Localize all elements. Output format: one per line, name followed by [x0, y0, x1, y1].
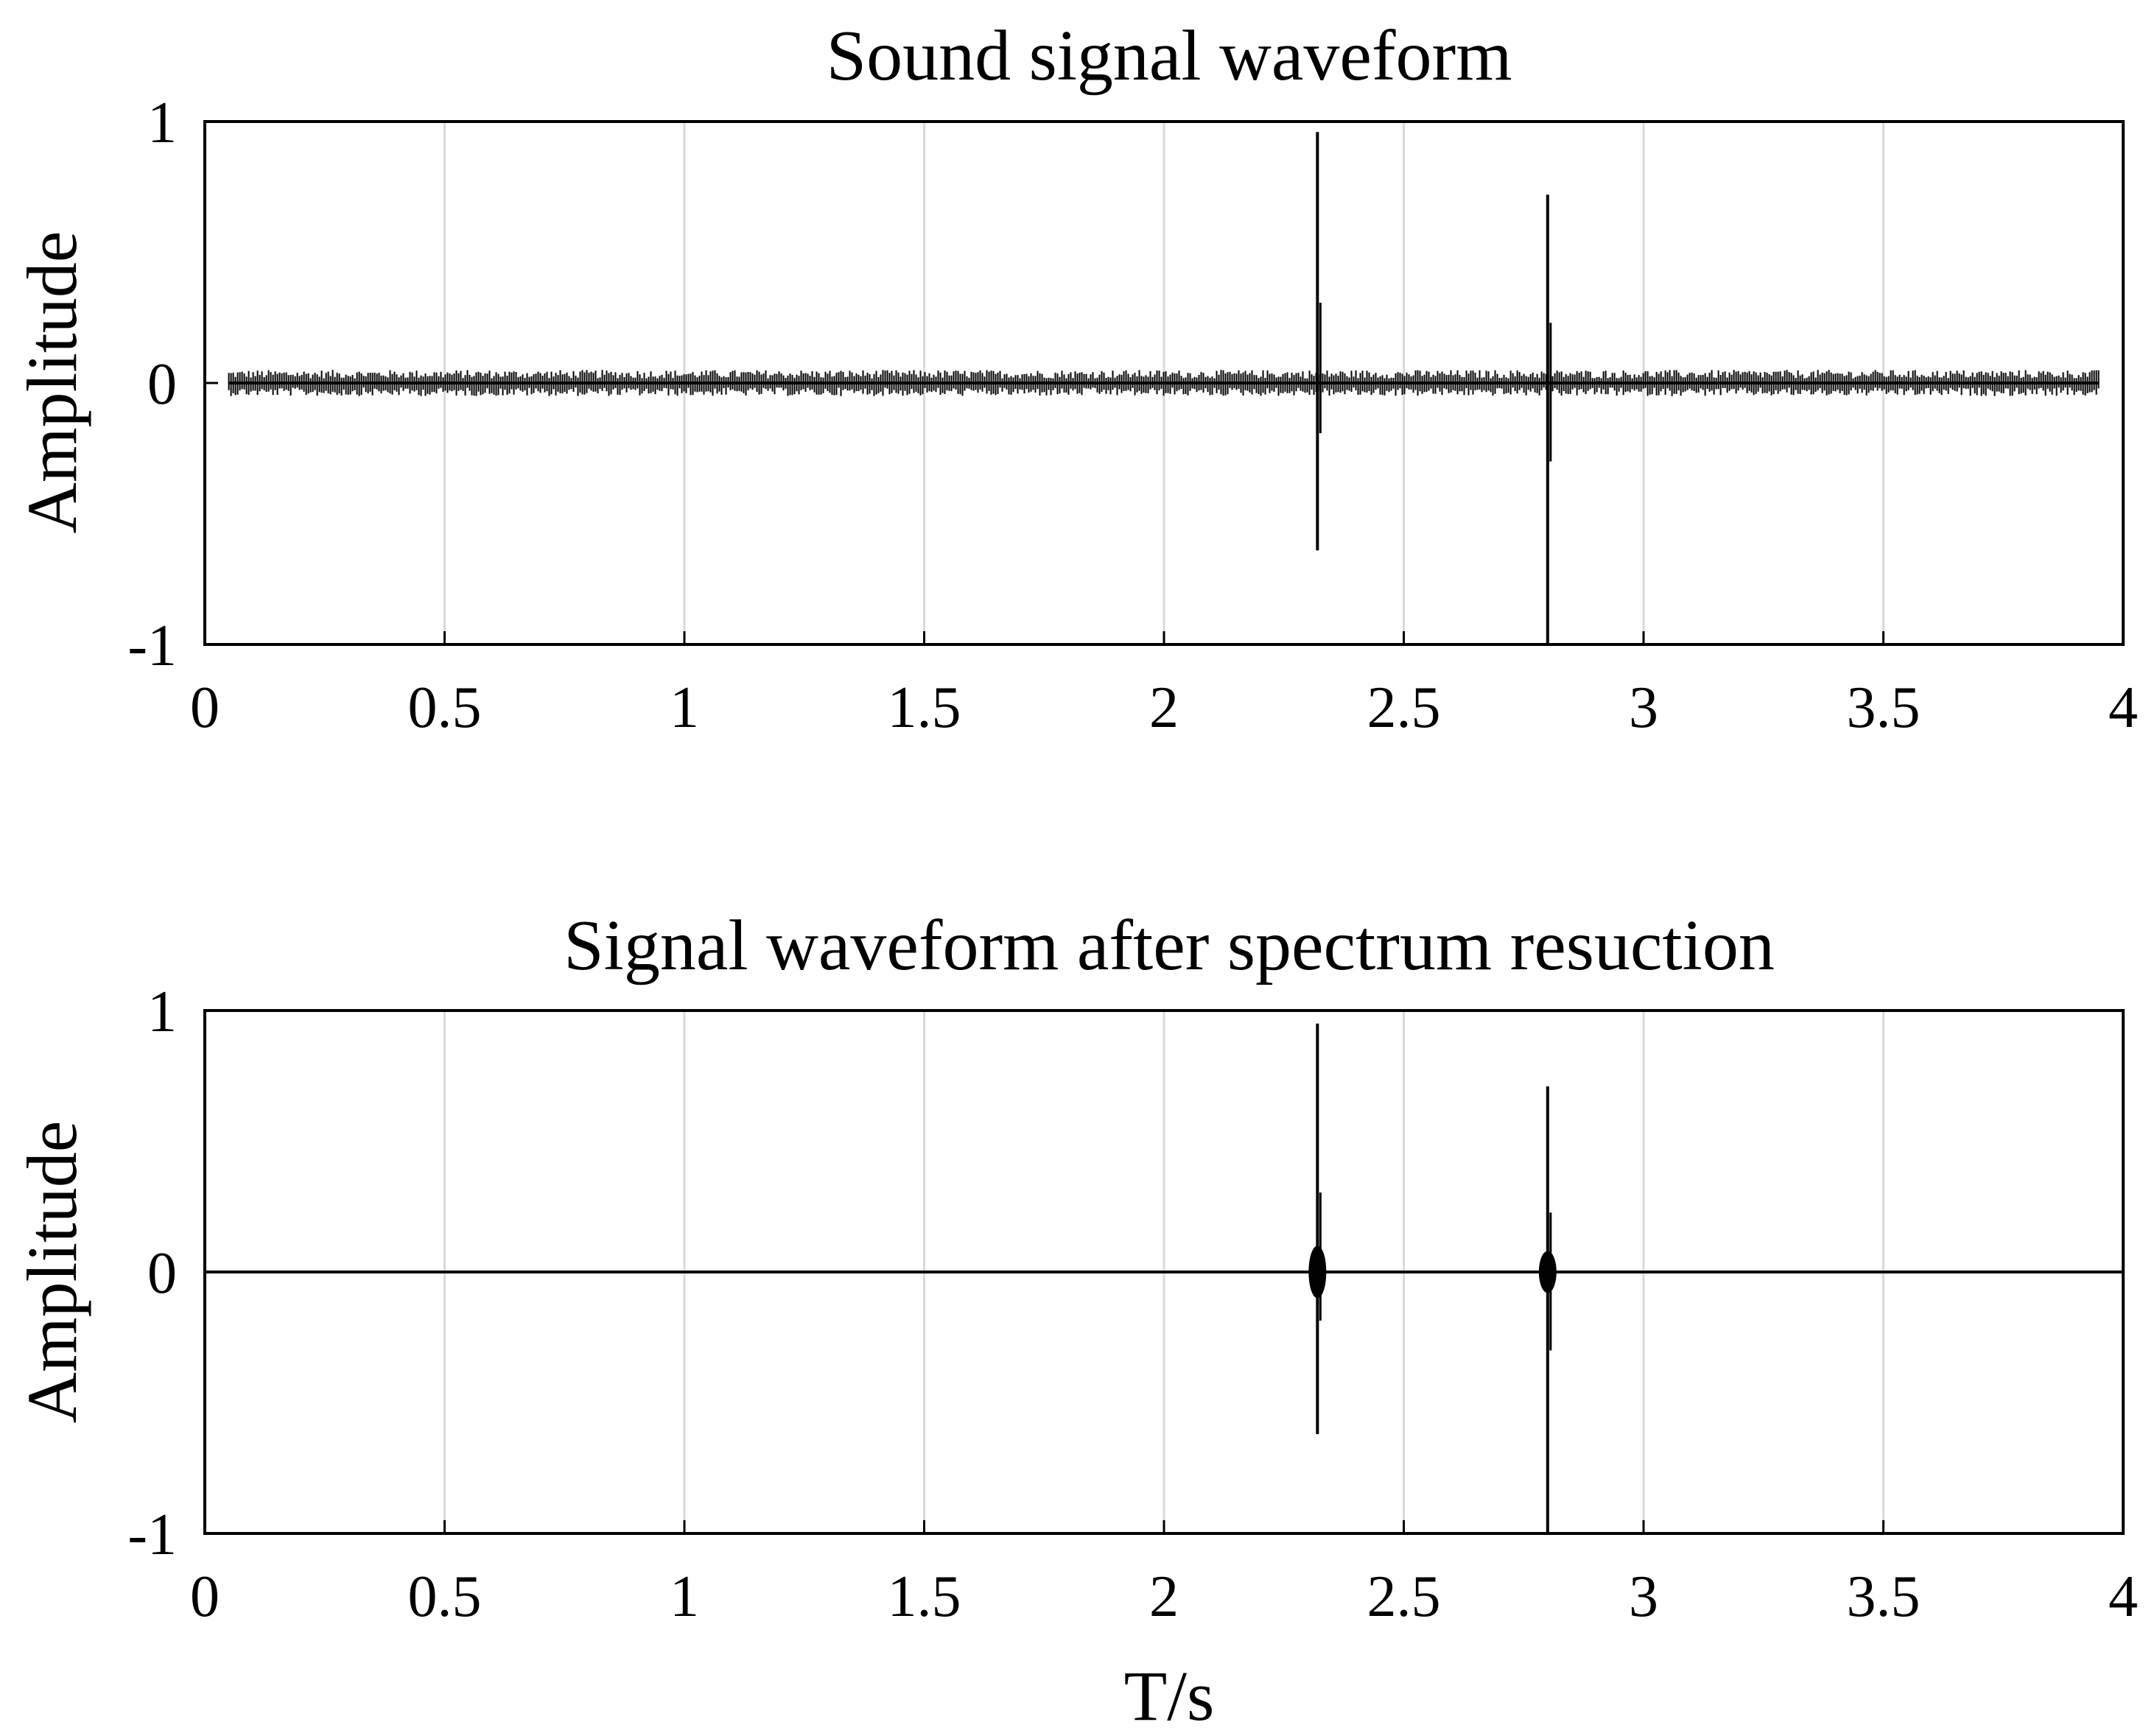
chart-title: Signal waveform after spectrum resuction	[564, 906, 1775, 985]
x-tick-label: 2.5	[1367, 1564, 1441, 1629]
signal-burst	[1538, 1251, 1557, 1293]
x-tick-label: 3	[1629, 675, 1658, 740]
x-tick-label: 0	[190, 675, 220, 740]
x-tick-label: 2	[1149, 1564, 1179, 1629]
subplot-after-spectrum: Signal waveform after spectrum resuction…	[13, 906, 2138, 1735]
x-tick-label: 3.5	[1847, 675, 1921, 740]
y-tick-label: -1	[127, 1503, 177, 1567]
x-tick-label: 2	[1149, 675, 1179, 740]
x-tick-label: 3.5	[1847, 1564, 1921, 1629]
x-tick-label: 1.5	[888, 1564, 961, 1629]
y-axis-label: Amplitude	[13, 231, 91, 534]
x-tick-label: 0.5	[408, 1564, 482, 1629]
x-tick-label: 4	[2108, 1564, 2138, 1629]
subplot-sound-signal: Sound signal waveform Amplitude 0 0.5 1 1.5…	[13, 16, 2138, 740]
y-axis-label: Amplitude	[13, 1121, 91, 1424]
chart-title: Sound signal waveform	[827, 16, 1512, 96]
x-tick-label: 3	[1629, 1564, 1658, 1629]
x-tick-label: 0	[190, 1564, 220, 1629]
y-tick-label: 0	[147, 352, 177, 417]
signal-burst	[1308, 1245, 1327, 1299]
x-tick-label: 4	[2108, 675, 2138, 740]
signal-series	[228, 132, 2100, 644]
x-tick-label: 1.5	[888, 675, 961, 740]
x-tick-label: 2.5	[1367, 675, 1441, 740]
axis-ticks: 0 0.5 1 1.5 2 2.5 3 3.5 4-101	[127, 980, 2138, 1629]
y-tick-label: 1	[147, 91, 177, 155]
axis-ticks: 0 0.5 1 1.5 2 2.5 3 3.5 4-101	[127, 91, 2138, 740]
x-tick-label: 1	[670, 1564, 699, 1629]
y-tick-label: 0	[147, 1241, 177, 1306]
y-tick-label: -1	[127, 614, 177, 678]
x-axis-label: T/s	[1124, 1656, 1215, 1735]
y-tick-label: 1	[147, 980, 177, 1044]
signal-noise	[228, 370, 2100, 396]
x-tick-label: 1	[670, 675, 699, 740]
x-tick-label: 0.5	[408, 675, 482, 740]
